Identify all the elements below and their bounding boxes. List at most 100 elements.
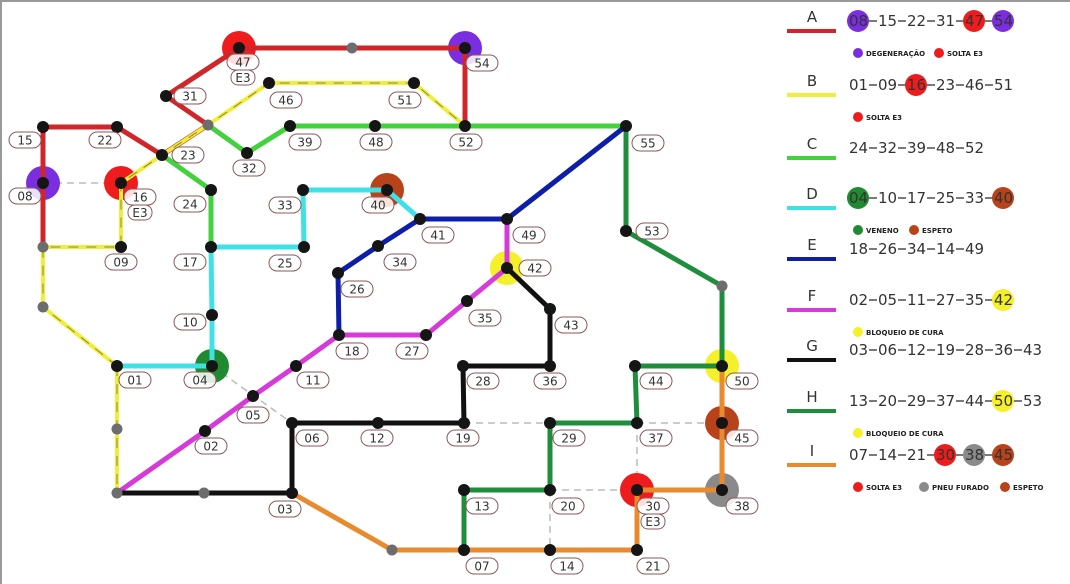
node-label-box: [360, 429, 394, 447]
node-36[interactable]: [544, 360, 556, 372]
route-layer: [40, 45, 725, 553]
node-42[interactable]: [501, 262, 513, 274]
node-label: 24: [182, 198, 197, 212]
node-label: 55: [640, 137, 655, 151]
tag-box: [640, 513, 666, 530]
node-15[interactable]: [37, 121, 49, 133]
node-label-box: [171, 146, 205, 164]
route-line-D[interactable]: [117, 187, 422, 369]
node-label-box: [468, 309, 502, 327]
node-29[interactable]: [544, 417, 556, 429]
node-08[interactable]: [37, 177, 49, 189]
node-51[interactable]: [408, 77, 420, 89]
node-21[interactable]: [631, 544, 643, 556]
node-label-box: [636, 557, 670, 575]
node-label: 30: [645, 500, 660, 514]
tag-label: E3: [645, 515, 660, 529]
junction-node: [37, 301, 49, 313]
node-04[interactable]: [206, 360, 218, 372]
node-label-box: [173, 253, 207, 271]
node-47[interactable]: [233, 42, 245, 54]
node-22[interactable]: [111, 121, 123, 133]
node-37[interactable]: [631, 417, 643, 429]
node-31[interactable]: [160, 90, 172, 102]
node-41[interactable]: [414, 213, 426, 225]
node-label: 45: [734, 432, 749, 446]
node-label: 34: [392, 256, 407, 270]
node-43[interactable]: [544, 303, 556, 315]
node-label-box: [359, 133, 393, 151]
node-11[interactable]: [290, 360, 302, 372]
node-label-box: [236, 406, 270, 424]
node-32[interactable]: [241, 147, 253, 159]
node-06[interactable]: [286, 417, 298, 429]
route-line-E[interactable]: [335, 124, 628, 336]
node-label: 27: [404, 345, 419, 359]
node-label: 50: [734, 375, 749, 389]
node-35[interactable]: [461, 295, 473, 307]
node-label: 18: [344, 345, 359, 359]
node-34[interactable]: [372, 240, 384, 252]
node-label-box: [118, 371, 152, 389]
node-48[interactable]: [369, 120, 381, 132]
node-label: 11: [305, 374, 320, 388]
node-label-box: [269, 91, 303, 109]
node-39[interactable]: [284, 120, 296, 132]
node-label: 20: [560, 500, 575, 514]
node-17[interactable]: [205, 241, 217, 253]
node-label-box: [383, 253, 417, 271]
node-44[interactable]: [629, 360, 641, 372]
node-24[interactable]: [205, 184, 217, 196]
node-40[interactable]: [381, 184, 393, 196]
route-line-G[interactable]: [117, 266, 553, 496]
node-label: 47: [235, 56, 250, 70]
node-12[interactable]: [372, 417, 384, 429]
node-label-box: [639, 429, 673, 447]
node-45[interactable]: [716, 417, 728, 429]
node-53[interactable]: [620, 225, 632, 237]
route-line-C[interactable]: [206, 122, 626, 156]
node-05[interactable]: [247, 390, 259, 402]
node-label-box: [295, 429, 329, 447]
node-label-box: [361, 196, 395, 214]
node-label-box: [268, 254, 302, 272]
node-49[interactable]: [501, 213, 513, 225]
node-30[interactable]: [631, 484, 643, 496]
node-18[interactable]: [333, 329, 345, 341]
node-55[interactable]: [620, 120, 632, 132]
node-03[interactable]: [286, 487, 298, 499]
node-54[interactable]: [459, 42, 471, 54]
node-26[interactable]: [332, 267, 344, 279]
node-07[interactable]: [458, 544, 470, 556]
node-25[interactable]: [298, 241, 310, 253]
node-label: 21: [645, 560, 660, 574]
node-20[interactable]: [544, 484, 556, 496]
node-50[interactable]: [716, 360, 728, 372]
node-02[interactable]: [199, 425, 211, 437]
node-10[interactable]: [206, 309, 218, 321]
node-label: 54: [474, 57, 489, 71]
node-27[interactable]: [420, 329, 432, 341]
route-map: 01 02 03 04 05 06 07 08 09 10 11 12 13 14 15 16 17 18 19 20…: [8, 31, 759, 575]
node-14[interactable]: [544, 544, 556, 556]
node-28[interactable]: [457, 360, 469, 372]
node-16[interactable]: [115, 177, 127, 189]
node-33[interactable]: [297, 184, 309, 196]
node-52[interactable]: [459, 120, 471, 132]
node-label: 41: [430, 229, 445, 243]
node-label: 52: [458, 136, 473, 150]
node-46[interactable]: [263, 77, 275, 89]
node-38[interactable]: [716, 484, 728, 496]
node-label: 09: [113, 256, 128, 270]
node-09[interactable]: [115, 241, 127, 253]
node-23[interactable]: [156, 149, 168, 161]
node-label-box: [635, 222, 669, 240]
route-line-H[interactable]: [461, 126, 725, 550]
node-19[interactable]: [458, 417, 470, 429]
node-13[interactable]: [458, 484, 470, 496]
node-label-box: [173, 195, 207, 213]
node-01[interactable]: [111, 360, 123, 372]
node-label: 12: [369, 432, 384, 446]
node-label: 25: [277, 257, 292, 271]
junction-node: [386, 544, 398, 556]
